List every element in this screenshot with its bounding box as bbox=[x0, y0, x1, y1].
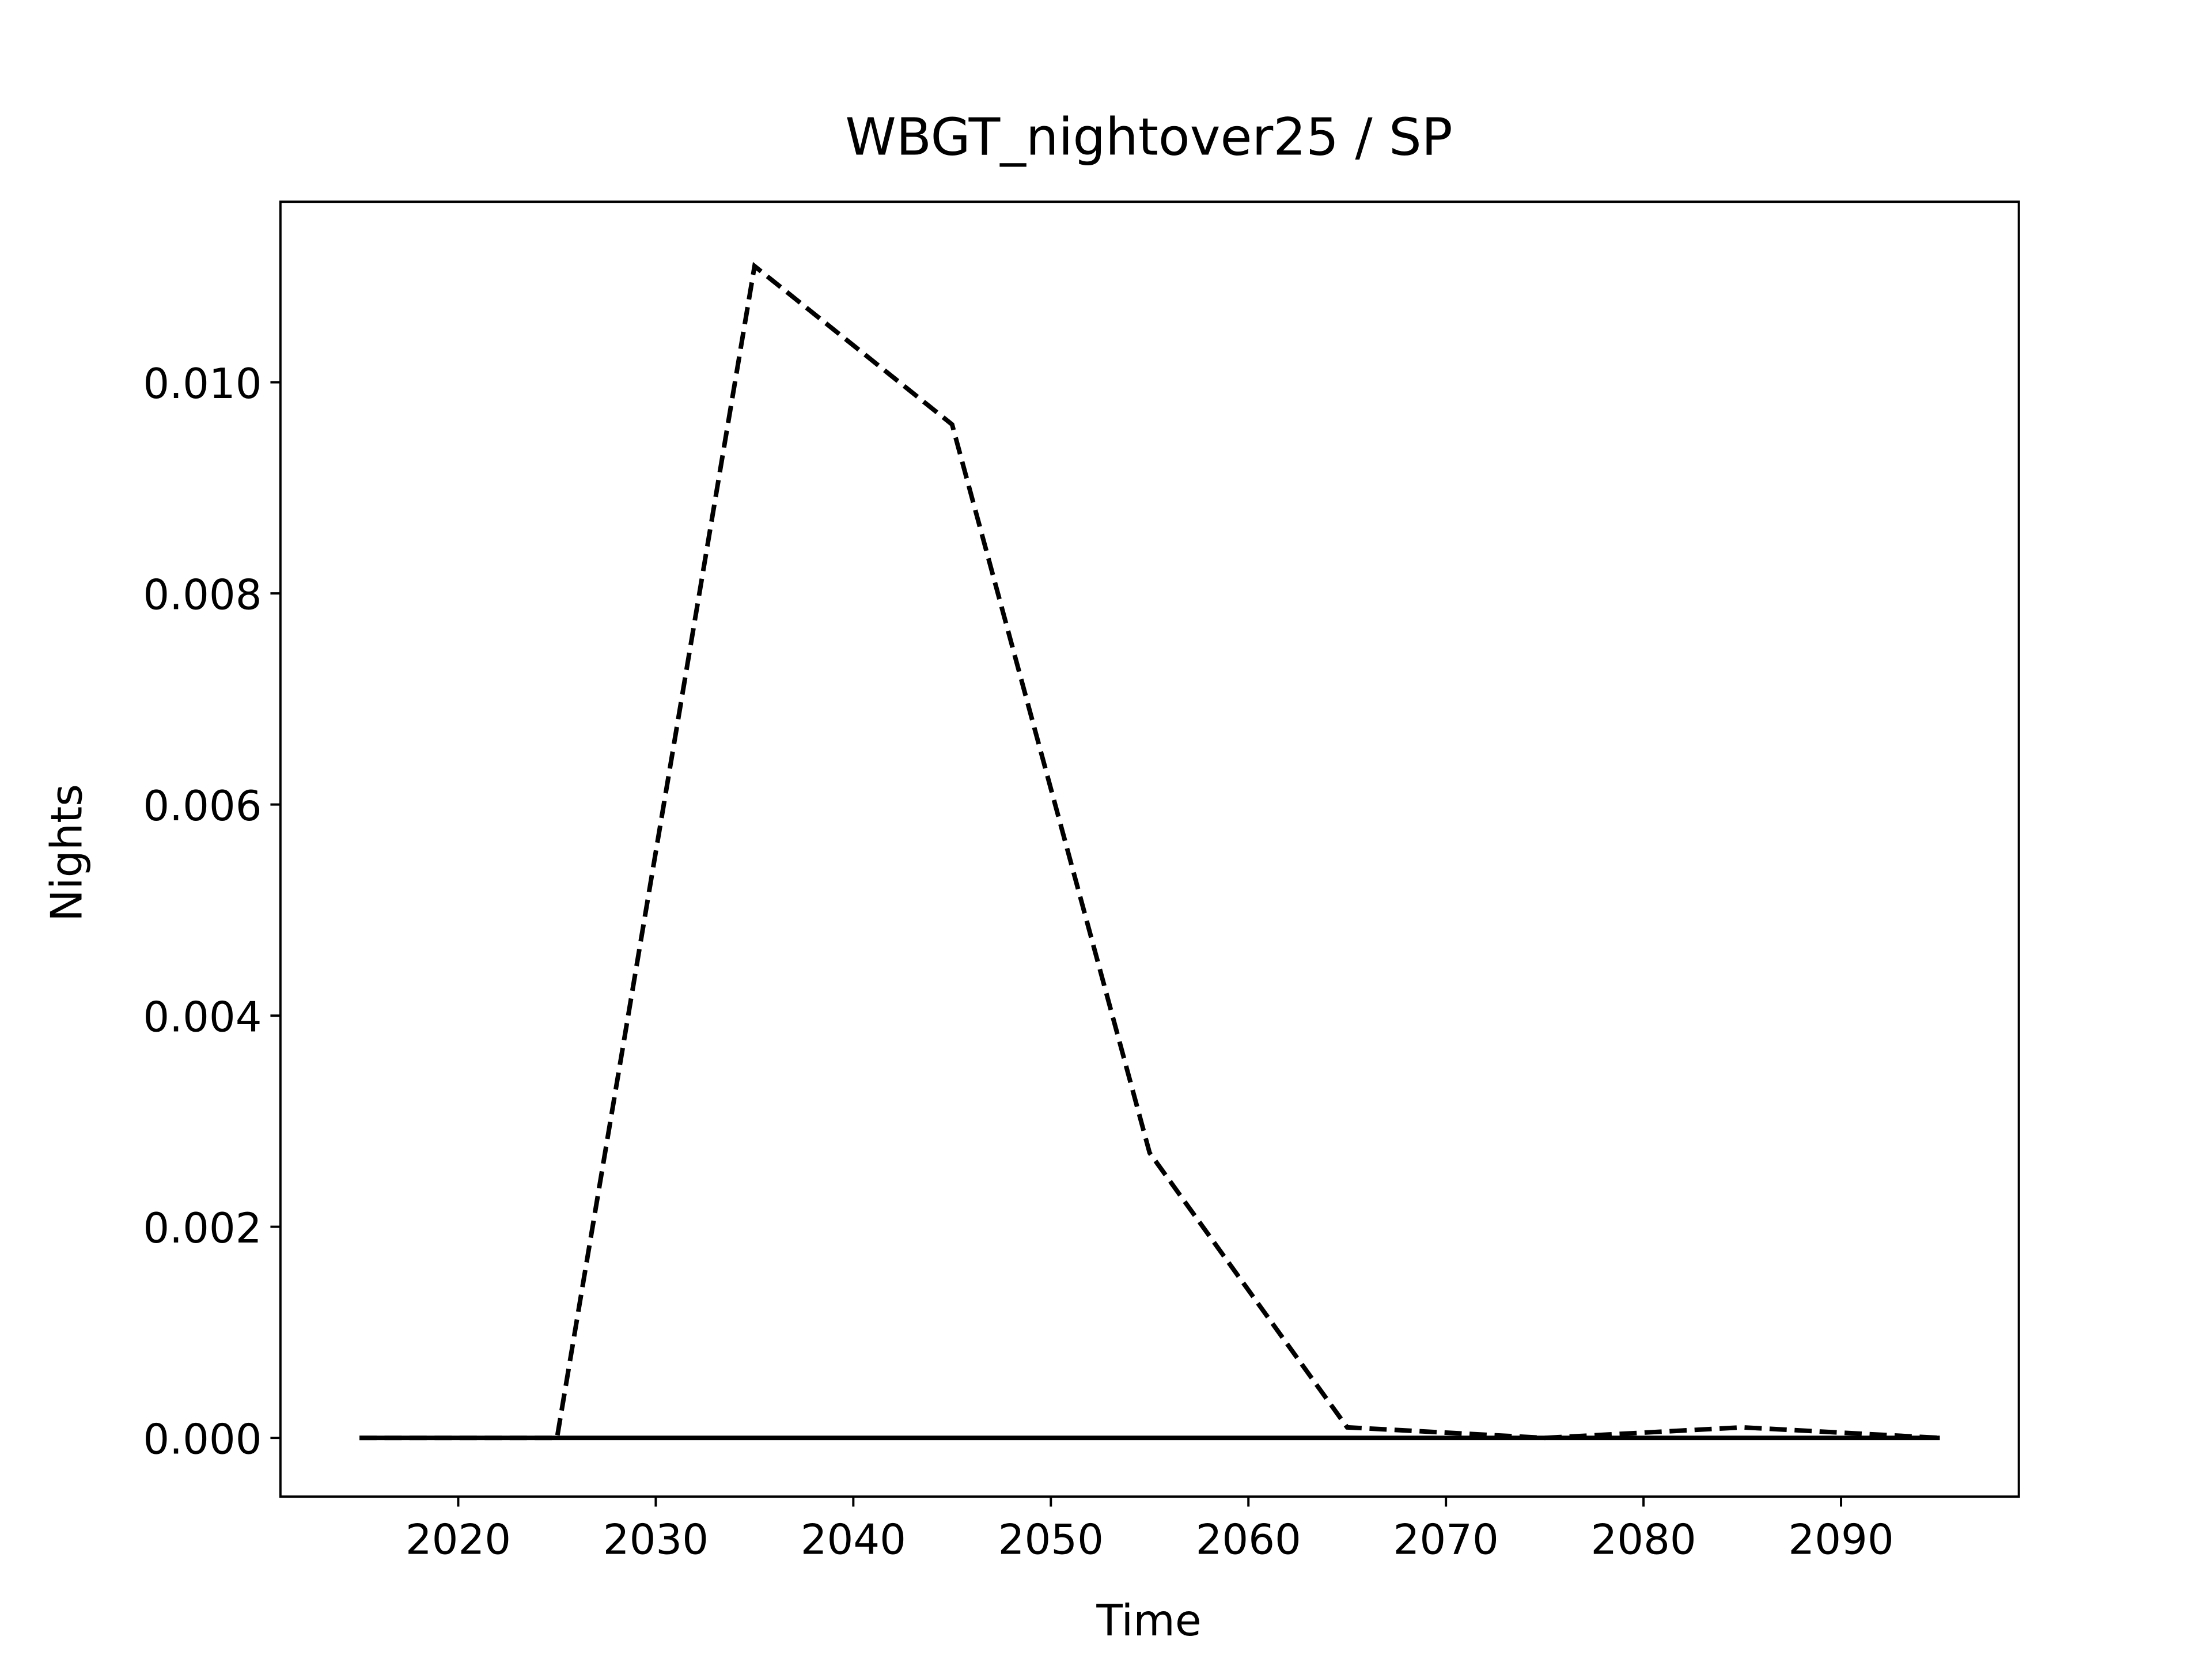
y-tick-label: 0.008 bbox=[143, 570, 262, 619]
x-tick-label: 2090 bbox=[1788, 1515, 1893, 1563]
y-tick-label: 0.004 bbox=[143, 993, 262, 1041]
y-tick-label: 0.002 bbox=[143, 1204, 262, 1252]
x-tick-label: 2030 bbox=[603, 1515, 709, 1563]
y-axis-label: Nights bbox=[42, 784, 92, 922]
y-tick-label: 0.006 bbox=[143, 782, 262, 830]
y-tick-label: 0.000 bbox=[143, 1415, 262, 1464]
x-tick-label: 2070 bbox=[1393, 1515, 1499, 1563]
x-tick-label: 2080 bbox=[1590, 1515, 1696, 1563]
x-tick-label: 2060 bbox=[1196, 1515, 1301, 1563]
x-tick-label: 2020 bbox=[406, 1515, 511, 1563]
y-tick-label: 0.010 bbox=[143, 359, 262, 408]
x-tick-label: 2040 bbox=[801, 1515, 906, 1563]
plot-frame bbox=[279, 200, 2020, 1498]
line-series bbox=[359, 262, 1940, 1441]
chart-title: WBGT_nightover25 / SP bbox=[845, 107, 1452, 167]
x-axis-label: Time bbox=[1096, 1596, 1201, 1646]
x-tick-label: 2050 bbox=[998, 1515, 1104, 1563]
